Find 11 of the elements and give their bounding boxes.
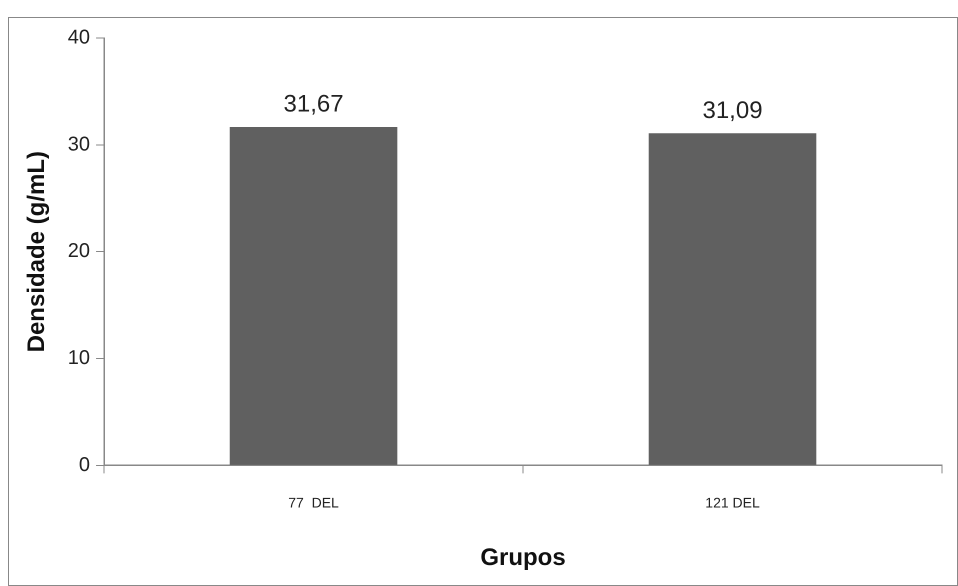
data-label: 31,67 <box>284 90 344 118</box>
y-tick-label: 30 <box>68 133 90 156</box>
y-tick-label: 20 <box>68 240 90 262</box>
y-tick-label: 0 <box>78 454 90 476</box>
x-tick-label: 77 DEL <box>288 494 340 511</box>
data-label: 31,09 <box>702 96 763 124</box>
x-tick-label: 121 DEL <box>705 494 760 511</box>
y-tick-label: 10 <box>68 347 90 370</box>
y-tick-label: 40 <box>68 26 90 49</box>
y-axis-title: Densidade (g/mL) <box>23 151 50 352</box>
x-axis-title: Grupos <box>480 544 566 572</box>
